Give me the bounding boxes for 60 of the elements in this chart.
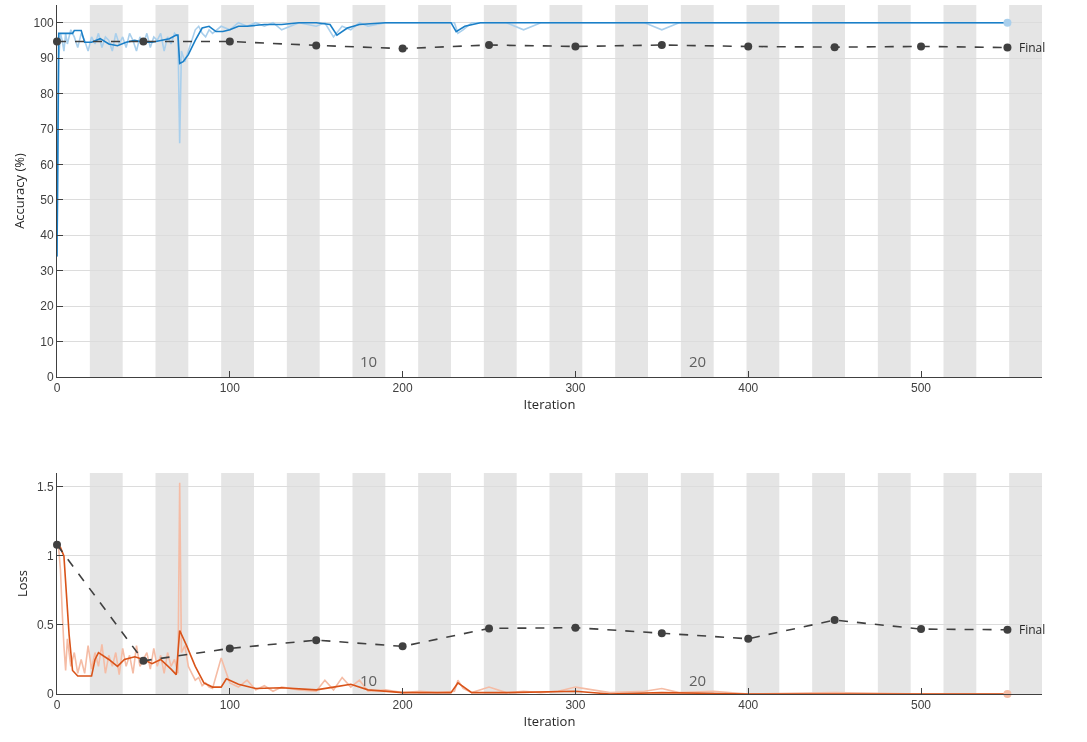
point — [312, 636, 321, 645]
y-tick-label: 10 — [40, 334, 54, 349]
x-axis-title: Iteration — [523, 712, 576, 731]
band-label: 10 — [360, 670, 378, 690]
y-tick-label: 80 — [40, 86, 54, 101]
point — [1003, 43, 1012, 52]
x-tick-label: 400 — [738, 698, 759, 713]
point — [1003, 625, 1012, 634]
y-tick-label: 30 — [40, 263, 54, 278]
y-tick-label: 0 — [46, 687, 54, 702]
y-tick-label: 70 — [40, 122, 54, 137]
x-tick-label: 300 — [565, 381, 586, 396]
x-tick-label: 400 — [738, 381, 759, 396]
point — [657, 41, 666, 50]
annotation: Final — [1019, 621, 1046, 638]
point — [744, 634, 753, 643]
point — [53, 37, 61, 46]
y-axis-title: Loss — [12, 570, 31, 597]
point — [571, 42, 580, 51]
y-tick-label: 1 — [46, 549, 54, 564]
x-tick-label: 500 — [911, 381, 932, 396]
point — [657, 629, 666, 638]
y-tick-label: 40 — [40, 228, 54, 243]
band-label: 20 — [689, 670, 707, 690]
x-tick-label: 300 — [565, 698, 586, 713]
point — [744, 42, 753, 51]
point — [485, 41, 494, 50]
point — [917, 625, 926, 634]
x-axis-title: Iteration — [523, 395, 576, 414]
y-tick-label: 0.5 — [36, 618, 54, 633]
x-tick-label: 100 — [219, 698, 241, 713]
y-tick-label: 60 — [40, 157, 54, 172]
band-label: 20 — [689, 351, 707, 371]
y-tick-label: 90 — [40, 51, 54, 66]
x-tick-label: 200 — [392, 698, 413, 713]
point — [398, 44, 407, 53]
point — [830, 43, 839, 52]
point — [312, 41, 321, 50]
point — [139, 656, 148, 665]
y-tick-label: 100 — [33, 15, 54, 30]
point — [139, 37, 148, 46]
x-tick-label: 200 — [392, 381, 413, 396]
x-tick-label: 100 — [219, 381, 241, 396]
y-tick-label: 0 — [46, 370, 54, 385]
point — [225, 644, 234, 653]
point — [225, 37, 234, 46]
point — [917, 42, 926, 51]
y-tick-label: 1.5 — [36, 480, 54, 495]
point — [830, 616, 839, 625]
point — [398, 642, 407, 651]
y-axis-title: Accuracy (%) — [9, 152, 28, 229]
y-tick-label: 20 — [40, 299, 54, 314]
y-tick-label: 50 — [40, 193, 54, 208]
annotation: Final — [1019, 39, 1046, 56]
band-label: 10 — [360, 351, 378, 371]
point — [1003, 690, 1012, 698]
point — [485, 624, 494, 633]
x-tick-label: 500 — [911, 698, 932, 713]
point — [1003, 18, 1012, 27]
point — [571, 623, 580, 632]
